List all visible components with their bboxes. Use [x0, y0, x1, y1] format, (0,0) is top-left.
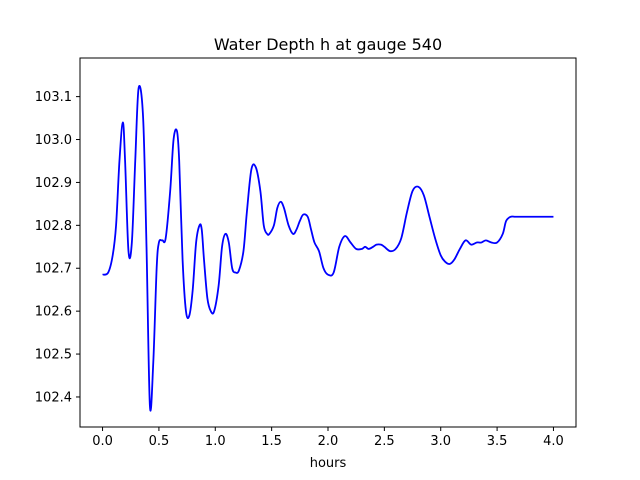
x-tick-label: 0.5 [149, 434, 170, 449]
chart-title: Water Depth h at gauge 540 [214, 35, 442, 54]
y-tick-label: 102.9 [35, 176, 72, 191]
y-tick-label: 102.7 [35, 262, 72, 277]
plot-area [102, 85, 554, 412]
y-tick-label: 103.1 [35, 90, 72, 105]
y-tick-label: 102.4 [35, 390, 72, 405]
x-tick-label: 1.0 [205, 434, 226, 449]
x-tick-label: 0.0 [92, 434, 113, 449]
x-axis-label: hours [310, 456, 347, 471]
x-tick-label: 2.5 [374, 434, 395, 449]
x-tick-label: 3.5 [487, 434, 508, 449]
y-tick-label: 103.0 [35, 133, 72, 148]
x-tick-label: 1.5 [261, 434, 282, 449]
x-tick-label: 2.0 [318, 434, 339, 449]
y-tick-label: 102.5 [35, 348, 72, 363]
axes: 0.0 0.5 1.0 1.5 2.0 2.5 3.0 3.5 4.0 102.4 102.5 102… [35, 57, 577, 449]
series-line-0 [102, 85, 554, 412]
y-tick-label: 102.6 [35, 305, 72, 320]
x-tick-label: 4.0 [543, 434, 564, 449]
y-tick-label: 102.8 [35, 219, 72, 234]
x-tick-label: 3.0 [430, 434, 451, 449]
